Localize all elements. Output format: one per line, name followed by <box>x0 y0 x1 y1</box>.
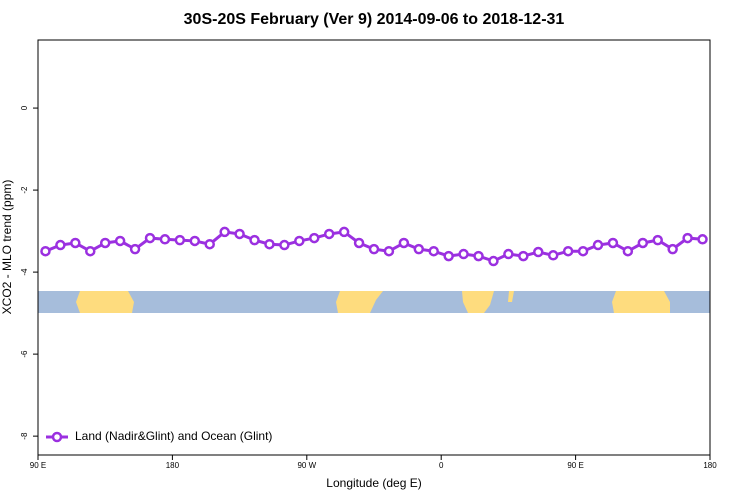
point <box>114 235 126 247</box>
point <box>488 255 499 267</box>
point <box>159 234 171 245</box>
x-tick-label: 0 <box>439 461 444 470</box>
point <box>622 245 634 257</box>
point <box>99 237 111 249</box>
chart-title: 30S-20S February (Ver 9) 2014-09-06 to 2… <box>184 11 565 28</box>
point <box>279 239 290 251</box>
land-patch <box>508 291 514 302</box>
x-tick-label: 180 <box>703 461 717 470</box>
y-tick-label: 0 <box>20 105 29 110</box>
point <box>637 237 649 249</box>
point <box>577 245 589 257</box>
point <box>667 243 678 255</box>
point <box>428 245 439 257</box>
x-tick-label: 90 W <box>297 461 316 470</box>
point <box>398 237 410 249</box>
point <box>592 239 604 251</box>
land-ocean-strip <box>38 291 710 313</box>
x-tick-label: 180 <box>166 461 180 470</box>
point <box>55 239 66 251</box>
y-tick-label: -2 <box>20 186 29 194</box>
point <box>353 237 365 249</box>
land-patch <box>612 291 670 313</box>
point <box>547 250 559 261</box>
point <box>682 232 693 244</box>
legend-label: Land (Nadir&Glint) and Ocean (Glint) <box>75 429 272 443</box>
point <box>443 250 454 262</box>
point <box>503 248 514 260</box>
point <box>264 238 275 250</box>
point <box>129 243 141 255</box>
legend-marker <box>51 431 63 443</box>
point <box>294 235 305 247</box>
point <box>607 237 619 249</box>
point <box>652 234 663 246</box>
point <box>219 226 230 238</box>
point <box>174 234 186 246</box>
point <box>189 235 201 247</box>
land-patch <box>76 291 134 313</box>
point <box>338 226 350 238</box>
point <box>697 234 708 245</box>
x-axis-label: Longitude (deg E) <box>326 476 421 490</box>
land-patch <box>336 291 383 313</box>
land-patch <box>462 291 494 313</box>
plot-frame <box>37 39 711 456</box>
x-tick-label: 90 E <box>30 461 46 470</box>
y-tick-label: -4 <box>20 268 29 276</box>
point <box>70 237 81 249</box>
point <box>144 232 156 244</box>
point <box>40 245 51 257</box>
y-axis-label: XCO2 - MLO trend (ppm) <box>0 180 14 315</box>
y-tick-label: -6 <box>20 350 29 358</box>
point <box>562 245 574 257</box>
point <box>85 245 96 257</box>
point <box>383 245 395 257</box>
y-tick-label: -8 <box>20 432 29 440</box>
point <box>323 228 335 240</box>
point <box>309 232 320 244</box>
point <box>234 228 245 240</box>
point <box>204 238 215 250</box>
point <box>368 243 380 255</box>
point <box>473 250 484 262</box>
point <box>458 248 469 260</box>
point <box>413 243 425 255</box>
x-tick-label: 90 E <box>567 461 583 470</box>
point <box>533 246 544 258</box>
point <box>249 234 260 246</box>
point <box>518 250 529 262</box>
